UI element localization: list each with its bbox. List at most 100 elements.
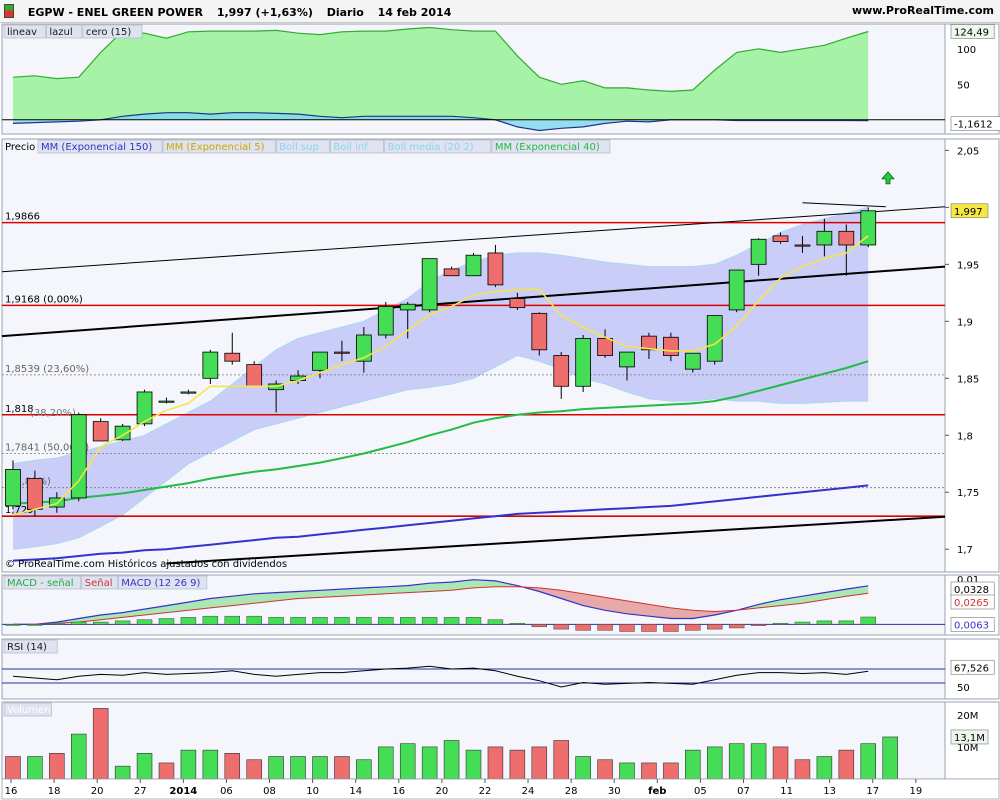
- candle-body-17: [377, 306, 394, 336]
- macd-legend-1: Señal: [85, 578, 113, 589]
- chart-canvas[interactable]: lineav lazul cero (15) 100 50 124,49 -1,1612 1,…: [0, 22, 1000, 800]
- candle-body-0: [5, 469, 21, 507]
- price-legend-0-box: [37, 139, 163, 154]
- x-tick-label-16: 05: [694, 786, 707, 797]
- candle-body-16: [355, 334, 372, 362]
- ema150-line: [12, 484, 869, 562]
- macd-ytick-0: 0,01: [957, 575, 979, 586]
- price-legend-5-box: [491, 139, 611, 154]
- macd-hist-bar-0: [5, 624, 21, 626]
- volume-bar-11: [246, 759, 262, 780]
- macd-hist-bar-33: [728, 624, 745, 629]
- x-tick-label-13: 28: [565, 786, 578, 797]
- level-label-0: 1,9866: [5, 212, 40, 223]
- volume-bar-21: [465, 749, 482, 780]
- volume-bar-24: [531, 746, 548, 780]
- volume-bar-6: [136, 753, 153, 780]
- macd-legend-0-box: [3, 575, 82, 590]
- macd-hist-bar-38: [838, 620, 855, 625]
- macd-hist-bar-39: [860, 616, 876, 625]
- volume-bar-36: [794, 759, 811, 780]
- volume-bar-10: [224, 753, 241, 780]
- volume-bar-40: [882, 736, 898, 780]
- x-tick-label-0: 16: [5, 786, 18, 797]
- price-title: Precio: [5, 142, 35, 153]
- volume-bar-9: [202, 749, 219, 780]
- x-tick-label-7: 10: [306, 786, 319, 797]
- volume-bar-26: [575, 756, 591, 780]
- candle-body-29: [641, 335, 657, 351]
- macd-hist-bar-24: [531, 624, 547, 628]
- volume-bar-13: [290, 756, 306, 780]
- macd-hist-bar-29: [641, 624, 657, 632]
- price-legend-3: Boll inf: [333, 142, 368, 153]
- candle-logo-icon: [4, 4, 14, 18]
- price-legend-4-box: [384, 139, 492, 154]
- macd-hist-bar-8: [180, 617, 197, 625]
- price-ytick-3: 1,9: [957, 317, 973, 328]
- rsi-last-value-box: [950, 659, 995, 675]
- macd-hist-bar-9: [202, 615, 219, 625]
- macd-last-b-box: [950, 594, 995, 610]
- top-legend-2: cero (15): [86, 27, 131, 38]
- macd-hist-bar-11: [246, 615, 262, 625]
- level-label-7: 1,729: [5, 505, 34, 516]
- price-last-label: 1,997: [954, 207, 983, 218]
- price-ytick-7: 1,7: [957, 545, 973, 556]
- candle-body-19: [421, 258, 438, 311]
- top-blue-area: [13, 112, 869, 131]
- price-legend-0: MM (Exponencial 150): [41, 142, 152, 153]
- price-legend-1: MM (Exponencial 5): [166, 142, 265, 153]
- price-ytick-4: 1,85: [957, 374, 979, 385]
- macd-legend-1-box: [81, 575, 118, 590]
- volume-bar-8: [180, 749, 197, 780]
- volume-bar-39: [860, 743, 877, 780]
- candle-body-6: [136, 391, 153, 425]
- trendline-upper-channel: [1, 206, 946, 273]
- level-label-4: (38,20%): [30, 408, 76, 419]
- volume-bar-33: [728, 743, 745, 780]
- rsi-line: [12, 665, 869, 688]
- top-last-blue-box: [950, 116, 1000, 131]
- x-axis: [1, 778, 1000, 800]
- rsi-title-box: [3, 639, 58, 654]
- volume-last-value-box: [950, 729, 989, 745]
- symbol-title: EGPW - ENEL GREEN POWER: [27, 6, 203, 19]
- macd-hist-bar-7: [158, 618, 175, 625]
- volume-bar-27: [597, 759, 613, 780]
- rsi-title: RSI (14): [7, 642, 47, 653]
- x-tick-label-15: feb: [648, 786, 666, 797]
- macd-hist-bar-17: [378, 617, 394, 625]
- macd-hist-bar-14: [312, 617, 328, 625]
- price-ytick-0: 2,05: [957, 146, 979, 157]
- volume-bar-4: [92, 708, 109, 780]
- x-tick-label-8: 14: [349, 786, 362, 797]
- x-tick-label-2: 20: [91, 786, 104, 797]
- macd-hist-bar-4: [92, 621, 109, 625]
- x-tick-label-1: 18: [48, 786, 61, 797]
- top-legend-1: lazul: [49, 27, 72, 38]
- top-last-green: 124,49: [954, 27, 989, 38]
- candle-body-28: [619, 351, 635, 368]
- site-link[interactable]: www.ProRealTime.com: [851, 4, 994, 17]
- candle-body-20: [443, 268, 460, 277]
- candle-body-3: [70, 414, 87, 499]
- top-legend-2-box: [82, 24, 143, 39]
- macd-hist-bar-21: [465, 617, 482, 625]
- price-legend-4: Boll media (20 2): [388, 142, 474, 153]
- macd-hist-bar-30: [663, 624, 679, 632]
- volume-bar-34: [750, 743, 767, 780]
- rsi-last-value: 67,526: [954, 663, 989, 674]
- x-tick-label-18: 11: [780, 786, 793, 797]
- candle-body-38: [838, 230, 855, 246]
- date-label: 14 feb 2014: [377, 6, 452, 19]
- candle-body-14: [312, 351, 328, 371]
- macd-hist-bar-19: [421, 617, 438, 625]
- volume-title-box: [3, 702, 52, 717]
- volume-bar-17: [378, 746, 394, 780]
- x-tick-label-9: 16: [392, 786, 405, 797]
- top-legend-1-box: [46, 24, 83, 39]
- macd-last-c: 0,0063: [954, 620, 989, 631]
- x-tick-label-20: 17: [866, 786, 879, 797]
- price-last-label-box: [950, 203, 989, 219]
